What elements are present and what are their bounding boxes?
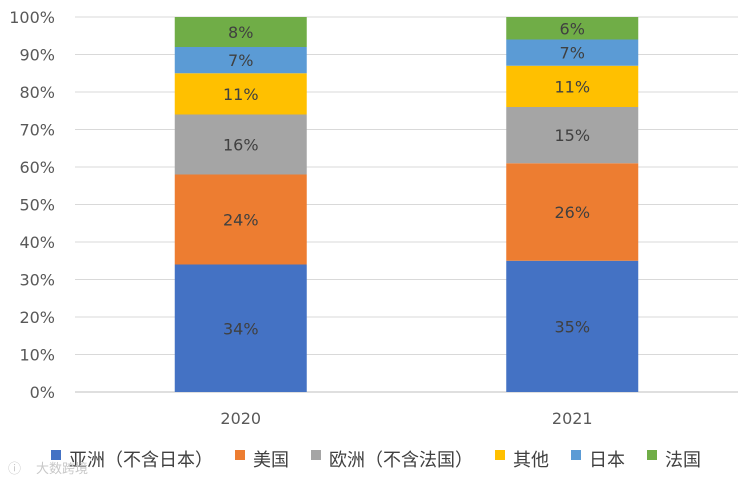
y-tick-label: 30%	[19, 271, 55, 290]
y-tick-label: 0%	[30, 383, 55, 402]
y-tick-label: 50%	[19, 196, 55, 215]
y-tick-label: 10%	[19, 346, 55, 365]
data-label: 24%	[223, 211, 259, 230]
bar-segment	[174, 264, 307, 392]
watermark-text: 大数跨境	[36, 462, 88, 477]
y-tick-label: 60%	[19, 158, 55, 177]
y-tick-label: 70%	[19, 121, 55, 140]
data-label: 7%	[560, 44, 585, 63]
legend-label: 其他	[513, 450, 549, 471]
legend-label: 亚洲（不含日本）	[69, 450, 213, 471]
legend-swatch	[495, 450, 505, 460]
data-label: 16%	[223, 136, 259, 155]
bar-segment	[506, 17, 639, 40]
watermark-logo-icon: ⓘ	[8, 462, 21, 477]
data-label: 11%	[223, 85, 259, 104]
gridlines	[75, 16, 738, 393]
bar-segment	[174, 73, 307, 115]
y-tick-label: 40%	[19, 233, 55, 252]
y-tick-label: 90%	[19, 46, 55, 65]
bars: 34% 24% 16% 11% 7% 8% 35% 26% 15% 11% 7% 6%	[174, 17, 639, 392]
data-label: 7%	[228, 51, 253, 70]
data-label: 11%	[554, 77, 590, 96]
data-label: 35%	[554, 317, 590, 336]
bar-segment	[174, 47, 307, 74]
legend-label: 欧洲（不含法国）	[329, 450, 473, 471]
bar-segment	[174, 174, 307, 265]
bar-segment	[174, 114, 307, 175]
bar-segment	[174, 17, 307, 47]
y-tick-label: 100%	[9, 8, 55, 27]
data-label: 8%	[228, 23, 253, 42]
y-tick-label: 20%	[19, 308, 55, 327]
x-tick-label: 2020	[220, 409, 261, 428]
legend-swatch	[571, 450, 581, 460]
legend-label: 法国	[665, 450, 701, 471]
bar-segment	[506, 39, 639, 66]
y-tick-label: 80%	[19, 83, 55, 102]
legend-label: 美国	[253, 450, 289, 471]
y-axis: 0% 10% 20% 30% 40% 50% 60% 70% 80% 90% 100%	[9, 8, 55, 402]
bar-segment	[506, 260, 639, 392]
legend-swatch	[235, 450, 245, 460]
legend-swatch	[51, 450, 61, 460]
bar-segment	[506, 65, 639, 107]
x-axis: 2020 2021	[220, 409, 592, 428]
bar-segment	[506, 163, 639, 261]
data-label: 34%	[223, 319, 259, 338]
watermark: ⓘ 大数跨境	[8, 462, 88, 477]
bar-segment	[506, 107, 639, 164]
data-label: 15%	[554, 126, 590, 145]
legend: 亚洲（不含日本） 美国 欧洲（不含法国） 其他 日本 法国	[51, 450, 701, 471]
data-label: 6%	[560, 19, 585, 38]
legend-swatch	[647, 450, 657, 460]
legend-swatch	[311, 450, 321, 460]
data-label: 26%	[554, 203, 590, 222]
legend-label: 日本	[589, 450, 625, 471]
x-tick-label: 2021	[552, 409, 593, 428]
